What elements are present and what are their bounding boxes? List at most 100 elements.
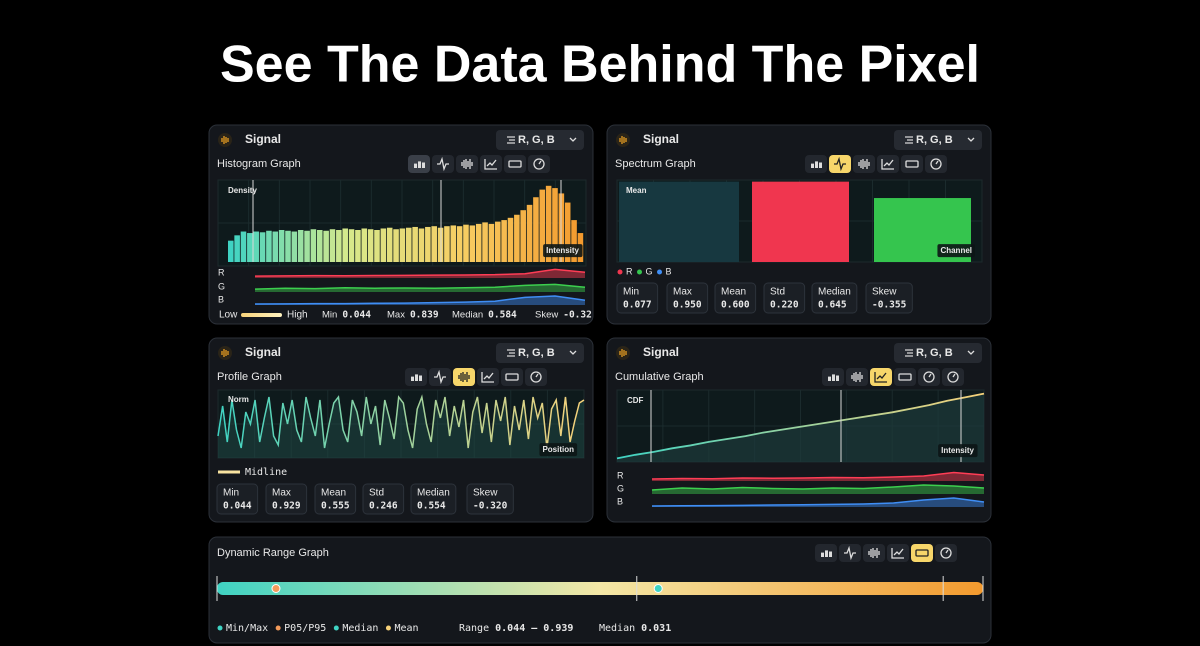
icon (530, 371, 542, 383)
icon (905, 160, 919, 168)
range-bar (217, 582, 983, 595)
stat-label: Min (223, 488, 239, 499)
channel-dropdown[interactable] (496, 343, 584, 363)
histogram-bar (266, 230, 272, 262)
stat-label: Mean (321, 488, 346, 499)
histogram-bar (304, 230, 310, 262)
profile-area (218, 397, 584, 458)
panel-header: Signal (245, 345, 281, 359)
channel-selector: R, G, B (916, 134, 953, 146)
axis-label: Position (542, 445, 574, 454)
summary-value: 0.044 – 0.939 (495, 623, 573, 634)
panel-header: Signal (245, 132, 281, 146)
toolbar-button[interactable] (863, 544, 885, 562)
histogram-bar (406, 227, 412, 262)
histogram-bar (425, 226, 431, 262)
toolbar-button[interactable] (846, 368, 868, 386)
channel-line (651, 497, 985, 507)
histogram-bar (285, 230, 291, 262)
cdf-area (617, 393, 984, 462)
icon (415, 374, 418, 381)
channel-label: G (617, 483, 624, 493)
stat-label: Skew (473, 488, 498, 499)
histogram-bar (323, 230, 329, 262)
stat-box (265, 483, 308, 515)
histogram-bar (367, 229, 374, 262)
icon (881, 159, 894, 170)
histogram-bar (393, 229, 399, 262)
stat-label: Mean (721, 287, 746, 298)
icon (828, 376, 831, 381)
histogram-bar (348, 229, 355, 262)
histogram-bar (399, 228, 406, 262)
signal-icon (616, 346, 630, 360)
legend-dot (657, 269, 663, 275)
toolbar-button[interactable] (501, 368, 523, 386)
icon (898, 373, 912, 381)
icon (836, 375, 839, 381)
footer-stat-label: Median (452, 310, 483, 321)
stat-box (216, 483, 259, 515)
histogram-bar (329, 229, 336, 262)
stat-value: 0.246 (369, 501, 398, 512)
histogram-bar (386, 227, 393, 262)
histogram-bar (342, 228, 348, 262)
stat-value: 0.600 (721, 300, 750, 311)
histogram-bar (259, 232, 266, 262)
icon (883, 159, 894, 167)
stat-value: -0.320 (473, 501, 508, 512)
legend-high: High (287, 310, 308, 321)
channel-dropdown[interactable] (894, 343, 982, 363)
stat-value: 0.044 (223, 501, 252, 512)
icon (834, 156, 846, 172)
page-title: See The Data Behind The Pixel (220, 36, 980, 94)
channel-label: B (617, 496, 623, 506)
signal-icon (218, 133, 232, 147)
icon (915, 549, 929, 557)
summary-value: 0.031 (641, 623, 671, 634)
channel-label: B (218, 294, 224, 304)
icon (437, 156, 449, 172)
icon (533, 158, 545, 170)
graph-title: Profile Graph (217, 371, 282, 383)
histogram-bar (310, 229, 317, 262)
channel-dropdown[interactable] (496, 130, 584, 150)
toolbar-button[interactable] (853, 155, 875, 173)
icon (538, 160, 542, 165)
stat-box (362, 483, 405, 515)
icon (411, 376, 414, 381)
toolbar-button[interactable] (453, 368, 475, 386)
stat-label: Skew (872, 287, 897, 298)
histogram-bar (317, 230, 323, 262)
histogram-bar (463, 224, 469, 262)
toolbar-button[interactable] (894, 368, 916, 386)
icon (940, 547, 952, 559)
toolbar-button[interactable] (901, 155, 923, 173)
stat-value: 0.645 (818, 300, 847, 311)
icon (486, 159, 497, 167)
toolbar-button[interactable] (456, 155, 478, 173)
toolbar-button[interactable] (504, 155, 526, 173)
channel-line (651, 471, 985, 480)
legend-label: Mean (394, 623, 418, 634)
histogram-bar (533, 197, 539, 262)
legend-label: B (666, 266, 672, 276)
toolbar-button[interactable] (911, 544, 933, 562)
legend-label: Min/Max (226, 623, 268, 634)
histogram-bar (336, 230, 342, 262)
legend-label: Midline (245, 467, 287, 478)
axis-label: Mean (626, 186, 647, 195)
footer-stat-label: Skew (535, 310, 558, 321)
histogram-bar (361, 228, 368, 262)
stat-box (865, 282, 913, 314)
histogram-bar (228, 240, 234, 262)
histogram-bar (514, 214, 520, 262)
icon (418, 161, 421, 168)
histogram-bar (272, 231, 279, 262)
channel-dropdown[interactable] (894, 130, 982, 150)
channel-area (255, 295, 585, 305)
stat-box (666, 282, 709, 314)
footer-stat-label: Max (387, 310, 405, 321)
footer-stat-value: 0.044 (342, 310, 371, 321)
range-marker (271, 584, 281, 593)
